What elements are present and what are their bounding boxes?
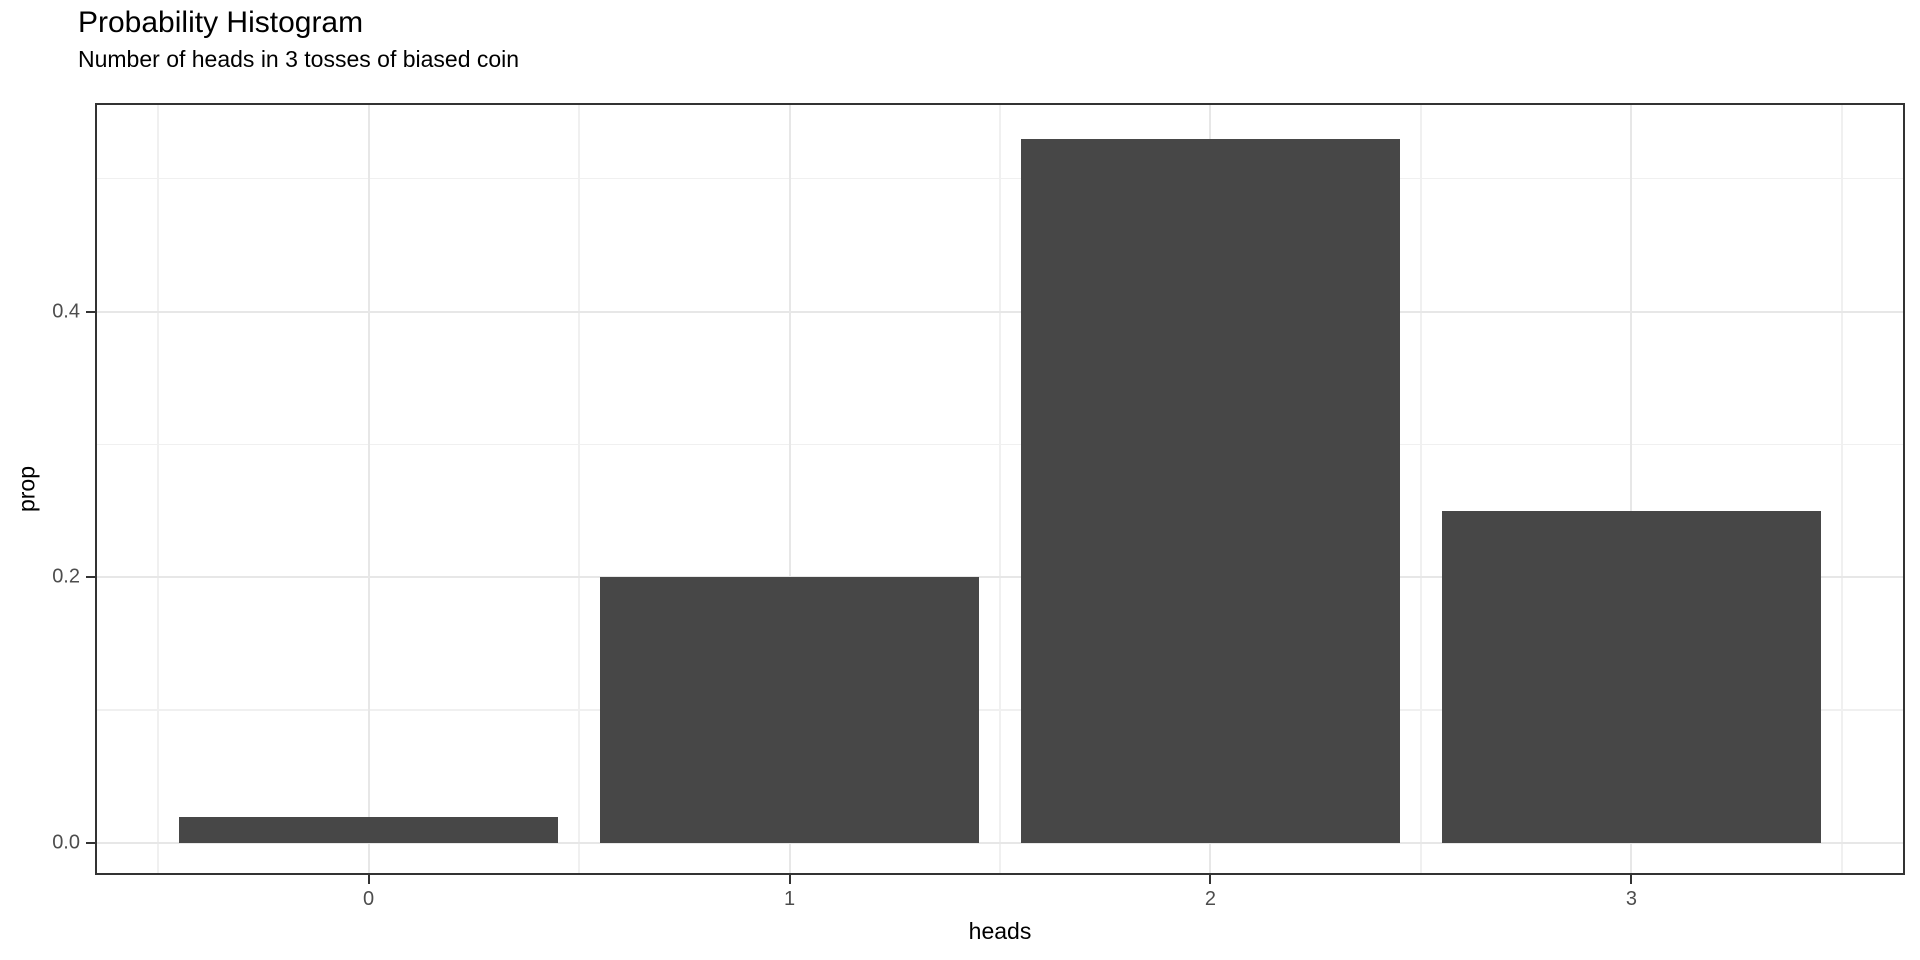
gridline-minor-x (999, 103, 1001, 875)
bar-2 (1021, 138, 1400, 844)
y-tick-mark (86, 842, 95, 845)
x-tick-label: 1 (783, 888, 796, 910)
x-tick-mark (1630, 875, 1633, 884)
x-tick-label: 3 (1625, 888, 1637, 910)
x-tick-mark (1209, 875, 1212, 884)
gridline-major-y (95, 842, 1905, 845)
x-tick-mark (367, 875, 370, 884)
plot-panel (95, 103, 1905, 875)
gridline-major-y (95, 310, 1905, 313)
gridline-minor-x (578, 103, 580, 875)
y-tick-mark (86, 576, 95, 579)
y-tick-label: 0.2 (52, 565, 80, 588)
y-tick-label: 0.4 (52, 300, 80, 323)
gridline-major-x (1630, 103, 1633, 875)
bar-1 (600, 577, 979, 844)
y-tick-mark (86, 310, 95, 313)
gridline-minor-x (1420, 103, 1422, 875)
bar-0 (179, 816, 558, 844)
x-axis-title: heads (968, 918, 1032, 944)
y-axis-title: prop (13, 465, 40, 513)
x-tick-label: 2 (1204, 888, 1217, 910)
x-tick-label: 0 (363, 888, 375, 910)
gridline-minor-x (1841, 103, 1843, 875)
bar-3 (1441, 510, 1821, 844)
gridline-minor-x (157, 103, 159, 875)
gridline-major-y (95, 576, 1905, 579)
gridline-major-x (788, 103, 791, 875)
gridline-major-x (367, 103, 370, 875)
chart-title: Probability Histogram (78, 6, 364, 39)
chart-subtitle: Number of heads in 3 tosses of biased co… (78, 46, 520, 72)
x-tick-mark (788, 875, 791, 884)
y-tick-label: 0.0 (52, 831, 80, 854)
